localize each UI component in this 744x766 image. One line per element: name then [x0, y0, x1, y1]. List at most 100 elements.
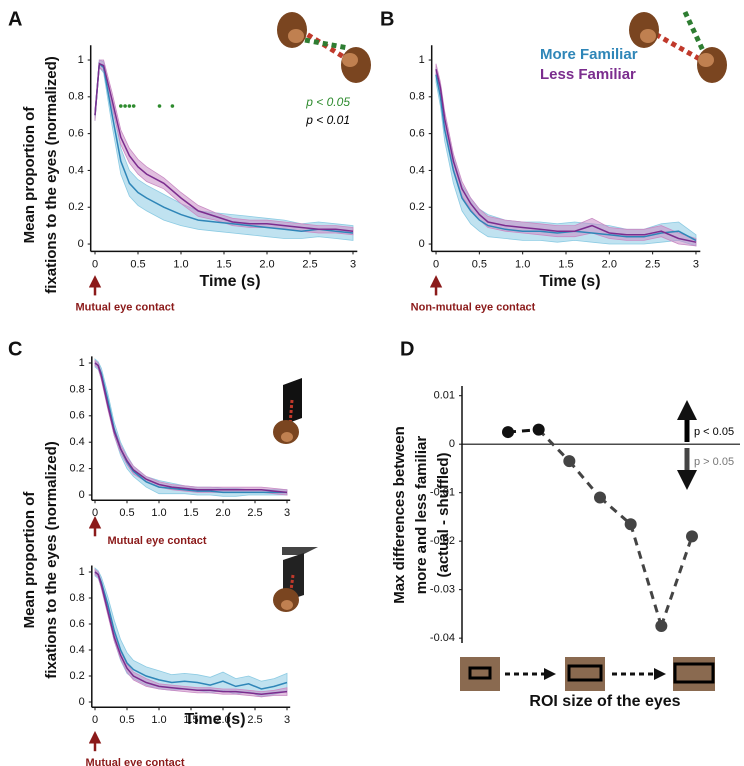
- series-line: [94, 362, 287, 494]
- annotation: p < 0.05: [694, 426, 734, 438]
- x-tick-label: 1.5: [183, 714, 198, 726]
- monkey-icon: [273, 378, 302, 444]
- x-tick-label: 3: [693, 258, 699, 270]
- x-tick-label: 2.0: [215, 507, 230, 519]
- y-tick-label: -0.03: [430, 584, 455, 596]
- y-tick-label: 0.6: [70, 410, 85, 422]
- y-axis-label: more and less familiar: [413, 436, 430, 595]
- error-band: [94, 59, 354, 241]
- connector: [659, 535, 694, 627]
- x-axis-label: Time (s): [184, 711, 245, 728]
- point: [563, 455, 576, 468]
- x-tick-label: 1.0: [151, 714, 166, 726]
- x-tick-label: 2.5: [302, 258, 317, 270]
- series-line: [94, 571, 288, 690]
- x-tick-label: 2.0: [602, 258, 617, 270]
- y-tick-label: 0: [79, 489, 85, 501]
- y-tick-label: 0.4: [70, 436, 85, 448]
- monkey-icon: [629, 10, 727, 83]
- point: [502, 426, 514, 439]
- y-tick-label: 0.2: [409, 201, 424, 213]
- y-tick-label: 0.6: [68, 128, 83, 140]
- y-tick-label: 0.01: [434, 390, 455, 402]
- y-tick-label: 0.2: [68, 201, 83, 213]
- y-tick-label: 0.8: [70, 592, 85, 604]
- legend-label: More Familiar: [540, 46, 638, 63]
- y-axis-label: (actual - shuffled): [435, 452, 452, 577]
- x-tick-label: 3: [284, 714, 290, 726]
- x-tick-label: 0: [92, 714, 98, 726]
- legend-label: Less Familiar: [540, 66, 636, 83]
- x-axis-label: Time (s): [539, 273, 600, 290]
- series-line: [94, 62, 354, 232]
- x-tick-label: 0: [92, 507, 98, 519]
- x-tick-label: 3: [284, 507, 290, 519]
- event-label: Mutual eye contact: [107, 535, 206, 547]
- y-tick-label: 0.4: [68, 164, 83, 176]
- point: [532, 423, 545, 436]
- error-band: [94, 567, 288, 698]
- connector: [599, 496, 632, 526]
- event-label: Mutual eye contact: [75, 301, 174, 313]
- y-axis-label: fixations to the eyes (normalized): [43, 56, 60, 294]
- y-tick-label: 0: [449, 438, 455, 450]
- significance-dot: [170, 104, 175, 108]
- y-tick-label: -0.02: [430, 535, 455, 547]
- y-axis-label: fixations to the eyes (normalized): [43, 441, 60, 679]
- y-tick-label: -0.04: [430, 632, 455, 644]
- x-tick-label: 0: [433, 258, 439, 270]
- significance-dot: [131, 104, 136, 108]
- connector: [629, 523, 663, 627]
- y-axis-label: Mean proportion of: [21, 106, 38, 244]
- error-band: [94, 358, 288, 497]
- x-tick-label: 0.5: [119, 507, 134, 519]
- panel-label: C: [8, 338, 22, 360]
- event-label: Non-mutual eye contact: [411, 301, 536, 313]
- error-band: [94, 59, 354, 236]
- monkey-icon: [277, 12, 371, 83]
- connector: [537, 428, 571, 463]
- panel-label: A: [8, 8, 22, 30]
- x-tick-label: 2.0: [215, 714, 230, 726]
- y-tick-label: 0.2: [70, 463, 85, 475]
- y-tick-label: 0.8: [409, 91, 424, 103]
- x-tick-label: 1.5: [183, 507, 198, 519]
- x-tick-label: 2.0: [259, 258, 274, 270]
- x-tick-label: 1.0: [173, 258, 188, 270]
- annotation: p < 0.01: [305, 113, 350, 127]
- y-tick-label: 0.6: [70, 618, 85, 630]
- x-tick-label: 2.5: [645, 258, 660, 270]
- y-tick-label: 1: [419, 54, 425, 66]
- y-tick-label: 0.2: [70, 670, 85, 682]
- error-band: [94, 359, 288, 496]
- point: [686, 530, 698, 543]
- x-tick-label: 2.5: [247, 714, 262, 726]
- x-tick-label: 0.5: [130, 258, 145, 270]
- significance-dot: [119, 104, 123, 108]
- panel-label: D: [400, 338, 414, 360]
- point: [594, 491, 606, 504]
- significance-dot: [157, 104, 162, 108]
- series-line: [435, 69, 697, 243]
- error-band: [94, 568, 288, 698]
- point: [655, 620, 668, 633]
- y-tick-label: 0.6: [409, 128, 424, 140]
- y-axis-label: Mean proportion of: [21, 491, 38, 629]
- x-axis-label: ROI size of the eyes: [529, 693, 680, 710]
- point: [624, 518, 637, 531]
- roi-thumbnails: [460, 657, 715, 691]
- panel-label: B: [380, 8, 394, 30]
- y-tick-label: 0: [78, 238, 84, 250]
- y-tick-label: 0: [79, 696, 85, 708]
- x-tick-label: 1.5: [558, 258, 573, 270]
- x-tick-label: 3: [350, 258, 356, 270]
- x-tick-label: 0.5: [472, 258, 487, 270]
- series-line: [435, 74, 697, 242]
- monkey-icon: [273, 547, 318, 612]
- y-tick-label: 0.8: [68, 91, 83, 103]
- x-axis-label: Time (s): [199, 273, 260, 290]
- x-tick-label: 1.0: [515, 258, 530, 270]
- y-axis-label: Max differences between: [391, 426, 408, 604]
- y-tick-label: -0.01: [430, 487, 455, 499]
